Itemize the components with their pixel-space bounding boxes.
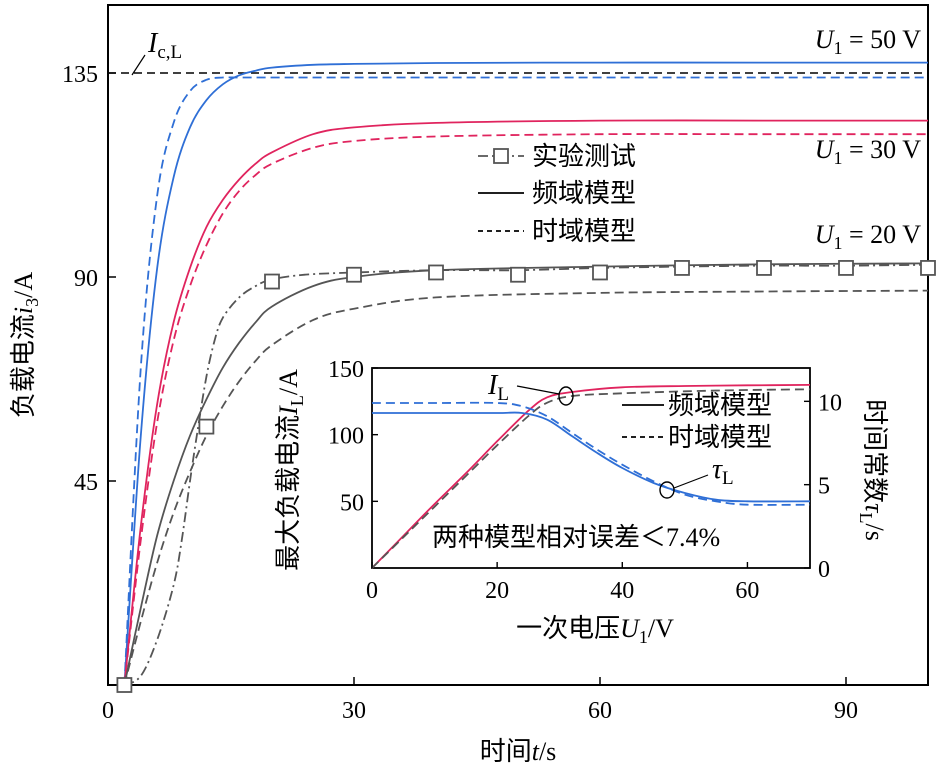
- inset-x-tick-label: 40: [610, 578, 634, 604]
- callout-tau-l-ellipse: [659, 481, 675, 499]
- main-x-axis-title: 时间t/s: [480, 737, 557, 766]
- inset-legend: 频域模型 时域模型: [622, 391, 772, 452]
- experiment-marker: [920, 260, 936, 276]
- main-y-tick-label: 135: [62, 62, 98, 88]
- callout-tau-l-leader: [673, 474, 709, 489]
- voltage-label-20v: U1 = 20 V: [815, 220, 921, 253]
- main-legend: 实验测试 频域模型 时域模型: [478, 142, 636, 246]
- callout-tau-l-label: τL: [712, 454, 734, 489]
- inset-x-axis-title: 一次电压U1/V: [516, 614, 674, 647]
- legend-label-time-model: 时域模型: [532, 217, 636, 246]
- series-line-20v-frequency-model: [123, 262, 929, 686]
- main-x-tick-label: 30: [342, 698, 366, 724]
- threshold-label: Ic,L: [131, 28, 182, 76]
- main-x-tick-label: 60: [588, 698, 612, 724]
- inset-series-line-tau-l-time-model: [372, 401, 811, 506]
- series-line-50v-time-model: [123, 76, 928, 686]
- inset-right-y-tick-label: 5: [818, 474, 830, 500]
- inset-legend-label-time-model: 时域模型: [668, 423, 772, 452]
- inset-x-tick-label: 0: [366, 578, 378, 604]
- inset-plot-frame: [371, 367, 811, 569]
- legend-label-experiment: 实验测试: [532, 142, 636, 171]
- inset-x-tick-label: 20: [485, 578, 509, 604]
- main-x-tick-label: 90: [834, 698, 858, 724]
- inset-series-line-il-time-model: [371, 388, 811, 569]
- experiment-marker: [592, 264, 608, 281]
- voltage-label-30v: U1 = 30 V: [815, 135, 921, 168]
- inset-legend-label-frequency-model: 频域模型: [668, 391, 772, 420]
- inset-left-y-tick-label: 100: [328, 424, 364, 450]
- main-plot-frame: [107, 4, 929, 686]
- main-plot-area: [108, 61, 936, 693]
- inset-series-line-il-frequency-model: [371, 384, 811, 569]
- main-y-axis-title: 负载电流i3/A: [9, 272, 42, 418]
- inset-axes: 0 20 40 60 50 100 150 0 5 10: [328, 357, 842, 604]
- experiment-marker: [116, 677, 133, 693]
- inset-series-line-tau-l-frequency-model: [371, 411, 811, 503]
- series-line-30v-time-model: [123, 133, 928, 686]
- inset-right-y-tick-label: 10: [818, 390, 842, 416]
- callout-il-label: IL: [487, 370, 509, 405]
- experiment-marker: [428, 264, 444, 281]
- experiment-marker: [756, 260, 772, 276]
- callout-il-leader: [516, 385, 560, 395]
- series-line-30v-frequency-model: [123, 119, 928, 686]
- main-y-tick-label: 45: [74, 470, 98, 496]
- callout-il-ellipse: [558, 386, 574, 406]
- main-axes: 0 30 60 90 45 90 135: [62, 62, 858, 724]
- main-x-tick-label: 0: [102, 698, 114, 724]
- experiment-marker: [674, 260, 690, 276]
- experiment-marker: [198, 418, 215, 435]
- threshold-leader-line: [131, 54, 146, 76]
- inset-right-y-tick-label: 0: [818, 557, 830, 583]
- experiment-marker: [264, 273, 280, 290]
- inset-plot-area: [371, 384, 811, 569]
- inset-left-y-tick-label: 50: [340, 490, 364, 516]
- legend-label-frequency-model: 频域模型: [532, 179, 636, 208]
- inset-background: [372, 368, 810, 568]
- series-line-50v-frequency-model: [123, 61, 928, 686]
- callout-il: IL: [487, 370, 574, 406]
- inset-right-y-axis-title: 时间常数τL/s: [856, 399, 889, 541]
- experiment-marker: [346, 266, 362, 283]
- experiment-marker: [838, 260, 854, 276]
- callout-tau-l: τL: [659, 454, 734, 499]
- voltage-label-50v: U1 = 50 V: [815, 25, 921, 58]
- inset-x-tick-label: 60: [735, 578, 759, 604]
- experiment-marker: [510, 266, 526, 283]
- series-line-20v-time-model: [123, 289, 929, 686]
- inset-left-y-axis-title: 最大负载电流IL/A: [274, 369, 307, 571]
- legend-marker-square: [493, 148, 509, 164]
- voltage-labels: U1 = 50 V U1 = 30 V U1 = 20 V: [815, 25, 921, 253]
- threshold-label-text: Ic,L: [147, 28, 182, 63]
- inset-left-y-tick-label: 150: [328, 357, 364, 383]
- inset-error-annotation: 两种模型相对误差＜7.4%: [432, 523, 720, 552]
- main-y-tick-label: 90: [74, 266, 98, 292]
